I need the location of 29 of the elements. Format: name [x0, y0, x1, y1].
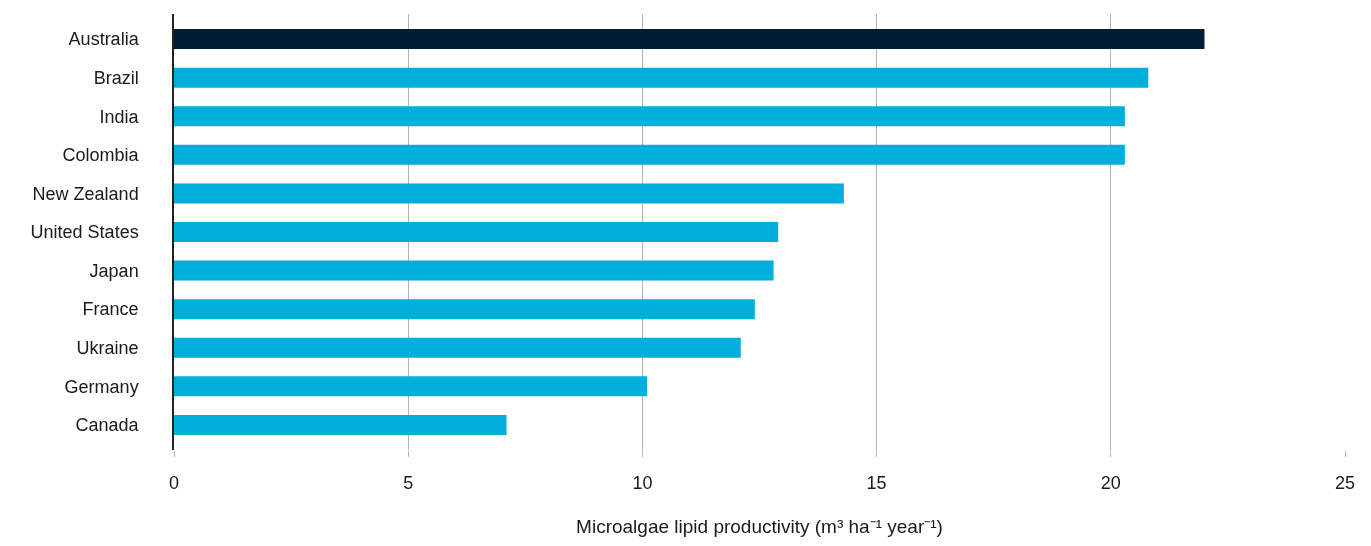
bar: [174, 67, 1149, 88]
y-tick-label: Australia: [68, 29, 140, 50]
x-tick-label: 15: [866, 472, 887, 493]
bar: [174, 260, 774, 281]
bar: [174, 414, 507, 435]
y-tick-label: Japan: [89, 260, 139, 281]
bar: [174, 183, 844, 204]
x-tick-label: 5: [403, 472, 414, 493]
y-tick-label: Brazil: [93, 67, 139, 88]
bar: [174, 376, 648, 397]
y-tick-label: United States: [30, 222, 139, 243]
y-tick-label: Canada: [75, 415, 140, 436]
x-tick-label: 20: [1100, 472, 1121, 493]
y-tick-label: France: [82, 299, 139, 320]
bar: [174, 337, 741, 358]
bar: [174, 29, 1205, 50]
x-tick-label: 10: [632, 472, 653, 493]
bar: [174, 144, 1125, 165]
bar: [174, 106, 1125, 127]
y-tick-label: Germany: [64, 376, 139, 397]
x-tick-label: 25: [1334, 472, 1356, 493]
y-tick-label: Ukraine: [76, 338, 139, 359]
x-tick-label: 0: [168, 472, 180, 493]
bar: [174, 221, 779, 243]
y-tick-label: New Zealand: [32, 183, 139, 204]
y-tick-label: India: [99, 106, 140, 127]
y-tick-label: Colombia: [62, 145, 140, 166]
bar: [174, 299, 755, 320]
x-axis-title: Microalgae lipid productivity (m³ ha⁻¹ year⁻¹): [576, 516, 943, 538]
